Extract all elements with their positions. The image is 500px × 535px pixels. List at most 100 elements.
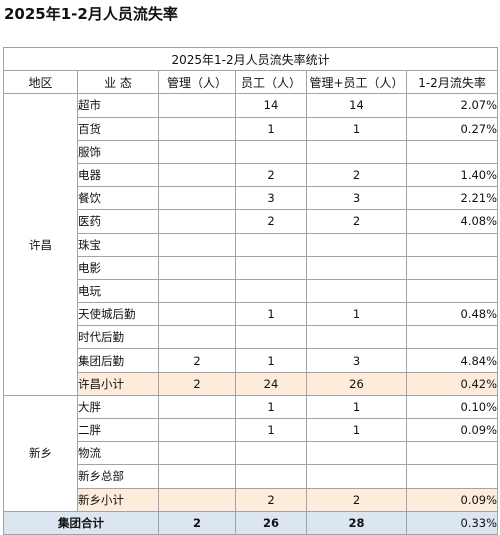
business-cell: 餐饮 (77, 186, 159, 211)
table-row: 电玩 (4, 278, 499, 304)
header-management: 管理（人） (158, 70, 236, 95)
business-cell: 新乡小计 (77, 487, 159, 512)
table-row: 百货 1 1 0.27% (4, 116, 499, 141)
grand-total-row: 集团合计 2 26 28 0.33% (3, 510, 499, 535)
header-staff: 员工（人） (235, 70, 307, 95)
business-cell: 新乡总部 (77, 464, 159, 489)
table-row: 珠宝 (4, 232, 499, 257)
table-row: 许昌 超市 14 14 2.07% (3, 93, 499, 396)
management-cell: 2 (158, 371, 236, 396)
table-title-row: 2025年1-2月人员流失率统计 (2, 46, 499, 72)
grand-total-total: 28 (306, 510, 407, 535)
management-cell (158, 278, 236, 304)
business-cell: 百货 (77, 116, 159, 141)
staff-cell (235, 139, 307, 164)
staff-cell: 1 (235, 348, 307, 373)
management-cell (158, 162, 236, 188)
table-row: 集团后勤 2 1 3 4.84% (4, 348, 499, 373)
staff-cell: 3 (235, 186, 307, 211)
total-cell: 1 (306, 116, 407, 141)
management-cell (158, 116, 236, 141)
business-cell: 天使城后勤 (77, 302, 159, 327)
staff-cell: 24 (235, 371, 307, 396)
staff-cell: 1 (235, 394, 307, 420)
management-cell (158, 93, 236, 118)
staff-cell: 2 (235, 162, 307, 188)
subtotal-row: 新乡小计 2 2 0.09% (4, 487, 499, 512)
business-cell: 电器 (77, 162, 159, 188)
header-business: 业 态 (77, 70, 159, 95)
header-attrition-rate: 1-2月流失率 (405, 70, 499, 95)
grand-total-label: 集团合计 (3, 510, 159, 535)
table-row: 电器 2 2 1.40% (4, 162, 499, 188)
total-cell (306, 464, 407, 489)
business-cell: 电影 (77, 255, 159, 280)
rate-cell: 0.09% (405, 417, 499, 443)
management-cell (158, 417, 236, 443)
total-cell (306, 325, 407, 350)
staff-cell: 2 (235, 209, 307, 234)
total-cell (306, 278, 407, 304)
rate-cell (405, 139, 499, 164)
rate-cell (405, 464, 499, 489)
management-cell (158, 325, 236, 350)
table-body: 2025年1-2月人员流失率统计 地区 业 态 管理（人） 员工（人） 管理+员… (2, 46, 499, 535)
total-cell (306, 139, 407, 164)
business-cell: 医药 (77, 209, 159, 234)
page-title: 2025年1-2月人员流失率 (4, 5, 178, 23)
rate-cell: 0.27% (405, 116, 499, 141)
attrition-table: 2025年1-2月人员流失率统计 地区 业 态 管理（人） 员工（人） 管理+员… (2, 46, 499, 535)
business-cell: 物流 (77, 441, 159, 466)
rate-cell (405, 278, 499, 304)
header-total: 管理+员工（人） (306, 70, 407, 95)
total-cell (306, 441, 407, 466)
grand-total-rate: 0.33% (405, 510, 499, 535)
rate-cell: 4.84% (405, 348, 499, 373)
management-cell (158, 209, 236, 234)
business-cell: 大胖 (77, 394, 159, 420)
management-cell (158, 464, 236, 489)
table-row: 医药 2 2 4.08% (4, 209, 499, 234)
business-cell: 电玩 (77, 278, 159, 304)
rate-cell (405, 441, 499, 466)
table-row: 服饰 (4, 139, 499, 164)
management-cell (158, 394, 236, 420)
total-cell: 3 (306, 348, 407, 373)
total-cell: 3 (306, 186, 407, 211)
rate-cell: 0.09% (405, 487, 499, 512)
staff-cell (235, 255, 307, 280)
total-cell: 14 (306, 93, 407, 118)
header-region: 地区 (3, 70, 78, 95)
management-cell (158, 441, 236, 466)
table-title: 2025年1-2月人员流失率统计 (2, 46, 499, 72)
total-cell: 26 (306, 371, 407, 396)
rate-cell: 0.48% (405, 302, 499, 327)
business-cell: 超市 (77, 93, 159, 118)
total-cell: 2 (306, 162, 407, 188)
rate-cell: 1.40% (405, 162, 499, 188)
rate-cell: 2.21% (405, 186, 499, 211)
rate-cell: 0.10% (405, 394, 499, 420)
rate-cell (405, 232, 499, 257)
management-cell (158, 255, 236, 280)
staff-cell: 1 (235, 302, 307, 327)
rate-cell: 4.08% (405, 209, 499, 234)
rate-cell (405, 325, 499, 350)
staff-cell: 14 (235, 93, 307, 118)
business-cell: 集团后勤 (77, 348, 159, 373)
region-cell: 新乡 (3, 394, 78, 512)
table-row: 时代后勤 (4, 325, 499, 350)
management-cell (158, 232, 236, 257)
rate-cell (405, 255, 499, 280)
rate-cell: 0.42% (405, 371, 499, 396)
staff-cell: 2 (235, 487, 307, 512)
subtotal-row: 许昌小计 2 24 26 0.42% (4, 371, 499, 396)
table-row: 物流 (4, 441, 499, 466)
management-cell (158, 186, 236, 211)
staff-cell (235, 278, 307, 304)
staff-cell (235, 232, 307, 257)
staff-cell (235, 464, 307, 489)
total-cell: 1 (306, 302, 407, 327)
business-cell: 珠宝 (77, 232, 159, 257)
staff-cell (235, 325, 307, 350)
